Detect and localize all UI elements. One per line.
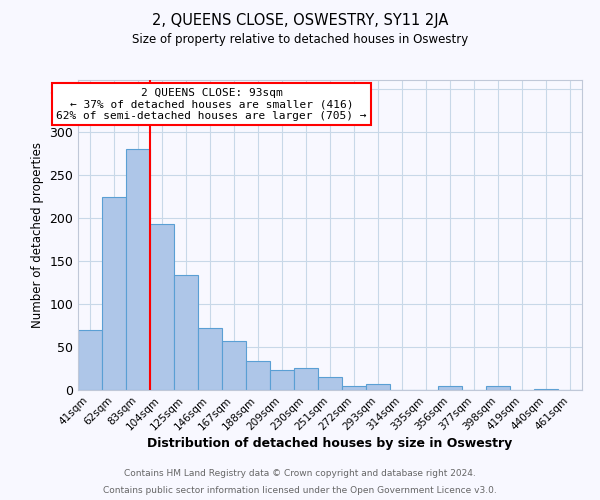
Bar (534, 389, 558, 390)
Text: Contains HM Land Registry data © Crown copyright and database right 2024.: Contains HM Land Registry data © Crown c… (124, 468, 476, 477)
Bar (318, 377, 342, 390)
Bar (198, 328, 222, 390)
Text: Contains public sector information licensed under the Open Government Licence v3: Contains public sector information licen… (103, 486, 497, 495)
Bar (366, 384, 390, 390)
X-axis label: Distribution of detached houses by size in Oswestry: Distribution of detached houses by size … (148, 438, 512, 450)
Bar (222, 341, 246, 390)
Bar (342, 386, 366, 390)
Y-axis label: Number of detached properties: Number of detached properties (31, 142, 44, 328)
Bar (174, 274, 198, 390)
Bar (102, 197, 126, 390)
Bar (246, 360, 270, 390)
Text: 2 QUEENS CLOSE: 93sqm
← 37% of detached houses are smaller (416)
62% of semi-det: 2 QUEENS CLOSE: 93sqm ← 37% of detached … (56, 88, 367, 121)
Bar (270, 370, 294, 390)
Bar (438, 386, 462, 390)
Text: Size of property relative to detached houses in Oswestry: Size of property relative to detached ho… (132, 32, 468, 46)
Bar (78, 330, 102, 390)
Text: 2, QUEENS CLOSE, OSWESTRY, SY11 2JA: 2, QUEENS CLOSE, OSWESTRY, SY11 2JA (152, 12, 448, 28)
Bar (486, 386, 510, 390)
Bar (150, 224, 174, 390)
Bar (126, 149, 150, 390)
Bar (294, 368, 318, 390)
